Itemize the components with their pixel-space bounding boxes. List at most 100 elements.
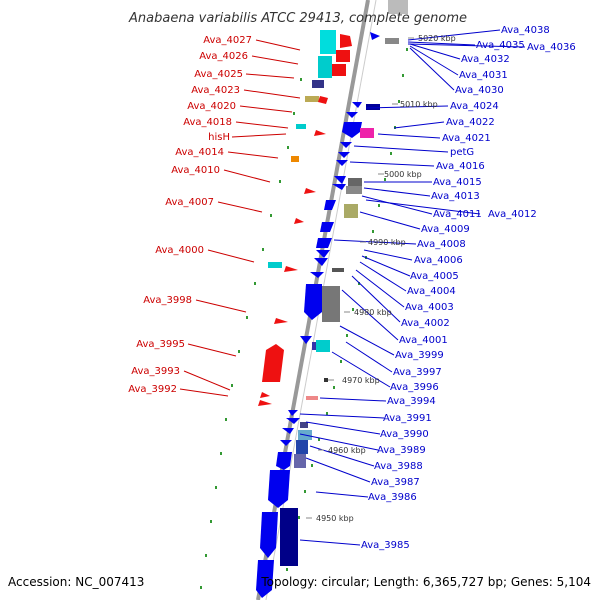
gene-hish xyxy=(314,130,326,136)
gene-label: Ava_4011 xyxy=(433,209,482,220)
gene-label: Ava_4018 xyxy=(183,117,232,128)
gene-label: Ava_3988 xyxy=(374,461,423,472)
gene-label: Ava_4020 xyxy=(187,101,236,112)
gene-label: Ava_3998 xyxy=(143,295,192,306)
gene-label: Ava_4026 xyxy=(199,51,248,62)
kbp-tick-markers xyxy=(306,37,414,519)
gene-ava-4018 xyxy=(296,124,306,129)
gene-label: Ava_3994 xyxy=(387,396,436,407)
gene-ava-4006 xyxy=(316,250,330,258)
gene-label: petG xyxy=(450,147,474,158)
gene-label: Ava_4016 xyxy=(436,161,485,172)
gene-label: Ava_4009 xyxy=(421,224,470,235)
gene-ava-4003 xyxy=(304,284,322,320)
gene-ava-3993 xyxy=(260,392,270,398)
gene-ava-3998 xyxy=(274,318,288,324)
gene-label: Ava_3991 xyxy=(383,413,432,424)
tick-label-1: 5010 kbp xyxy=(400,100,438,109)
gene-ava-3995 xyxy=(262,344,284,382)
left-gene-labels: Ava_4027 Ava_4026 Ava_4025 Ava_4023 Ava_… xyxy=(128,35,252,395)
topology-label: Topology: circular; Length: 6,365,727 bp… xyxy=(260,575,591,589)
gene-ava-4026-cyan xyxy=(320,30,336,54)
gene-ava-4009 xyxy=(320,222,334,232)
gene-label: Ava_4023 xyxy=(191,85,240,96)
gene-label: Ava_3986 xyxy=(368,492,417,503)
gene-label: Ava_4038 xyxy=(501,25,550,36)
gene-label: Ava_4003 xyxy=(405,302,454,313)
gene-ava-4024 xyxy=(352,102,362,108)
gene-label: Ava_4010 xyxy=(171,165,220,176)
gene-ava-4027 xyxy=(340,34,352,48)
gene-ava-4004 xyxy=(332,268,344,272)
gene-ava-4007 xyxy=(294,218,304,224)
gene-label: Ava_4035 xyxy=(476,40,525,51)
gene-ava-3999 xyxy=(316,340,330,352)
gene-label: Ava_3997 xyxy=(393,367,442,378)
gene-ava-4001 xyxy=(300,336,312,344)
inner-tick-ring xyxy=(200,78,302,589)
gene-label: Ava_4007 xyxy=(165,197,214,208)
gene-ava-4021 xyxy=(360,128,374,138)
gene-ava-4035 xyxy=(385,38,399,44)
gene-ava-3990 xyxy=(282,428,294,434)
gene-ava-4020 xyxy=(318,96,328,104)
gene-ava-3992 xyxy=(258,400,272,406)
gene-label: Ava_3987 xyxy=(371,477,420,488)
reverse-genes xyxy=(256,0,408,598)
gene-label: Ava_4025 xyxy=(194,69,243,80)
tick-label-0: 5020 kbp xyxy=(418,34,456,43)
map-title: Anabaena variabilis ATCC 29413, complete… xyxy=(128,11,467,26)
tick-label-2: 5000 kbp xyxy=(384,170,422,179)
right-connectors xyxy=(299,29,526,546)
accession-label: Accession: NC_007413 xyxy=(8,575,144,589)
gene-ava-4015 xyxy=(348,178,362,186)
gene-label: Ava_4014 xyxy=(175,147,224,158)
gene-ava-4026 xyxy=(336,50,350,62)
gene-ava-3987 xyxy=(268,470,290,508)
gene-label: Ava_4032 xyxy=(461,54,510,65)
gene-label: Ava_4008 xyxy=(417,239,466,250)
gene-label: Ava_3996 xyxy=(390,382,439,393)
gene-label: Ava_4000 xyxy=(155,245,204,256)
gene-ava-4000-b xyxy=(284,266,298,272)
gene-label: Ava_4001 xyxy=(399,335,448,346)
gene-ava-4010 xyxy=(304,188,316,194)
gene-ava-3989 xyxy=(280,440,292,446)
gene-ava-4016 xyxy=(336,160,348,166)
tick-label-4: 4980 kbp xyxy=(354,308,392,317)
gene-label: Ava_4006 xyxy=(414,255,463,266)
tick-label-6: 4960 kbp xyxy=(328,446,366,455)
gene-ava-3986 xyxy=(260,512,278,558)
gene-label: hisH xyxy=(208,132,230,143)
gene-label: Ava_3989 xyxy=(377,445,426,456)
gene-label: Ava_4036 xyxy=(527,42,576,53)
gene-ava-4011 xyxy=(344,204,358,218)
gene-label: Ava_3990 xyxy=(380,429,429,440)
gene-label: Ava_4021 xyxy=(442,133,491,144)
tick-label-3: 4990 kbp xyxy=(368,238,406,247)
gene-ava-4013 xyxy=(346,186,362,194)
gene-ava-4022 xyxy=(346,112,358,118)
gene-label: Ava_4005 xyxy=(410,271,459,282)
gene-label: Ava_3992 xyxy=(128,384,177,395)
gene-label: Ava_3993 xyxy=(131,366,180,377)
gene-label: Ava_4012 xyxy=(488,209,537,220)
gene-label: Ava_4015 xyxy=(433,177,482,188)
gene-ava-3985 xyxy=(280,508,298,566)
gene-ava-4002 xyxy=(322,286,340,322)
gene-ava-4000 xyxy=(268,262,282,268)
gene-ava-3994 xyxy=(306,396,318,400)
gene-ava-3988 xyxy=(296,440,308,454)
gene-ava-4008 xyxy=(316,238,332,248)
gene-ava-4023 xyxy=(305,96,319,102)
gene-label: Ava_3985 xyxy=(361,540,410,551)
gene-label: Ava_4030 xyxy=(455,85,504,96)
gene-label: Ava_4022 xyxy=(446,117,495,128)
gene-label: Ava_4004 xyxy=(407,286,456,297)
gene-label: Ava_4002 xyxy=(401,318,450,329)
right-gene-labels: Ava_4038 Ava_4035 Ava_4036 Ava_4032 Ava_… xyxy=(361,25,576,551)
gene-label: Ava_3999 xyxy=(395,350,444,361)
forward-genes xyxy=(258,34,352,406)
tick-label-7: 4950 kbp xyxy=(316,514,354,523)
